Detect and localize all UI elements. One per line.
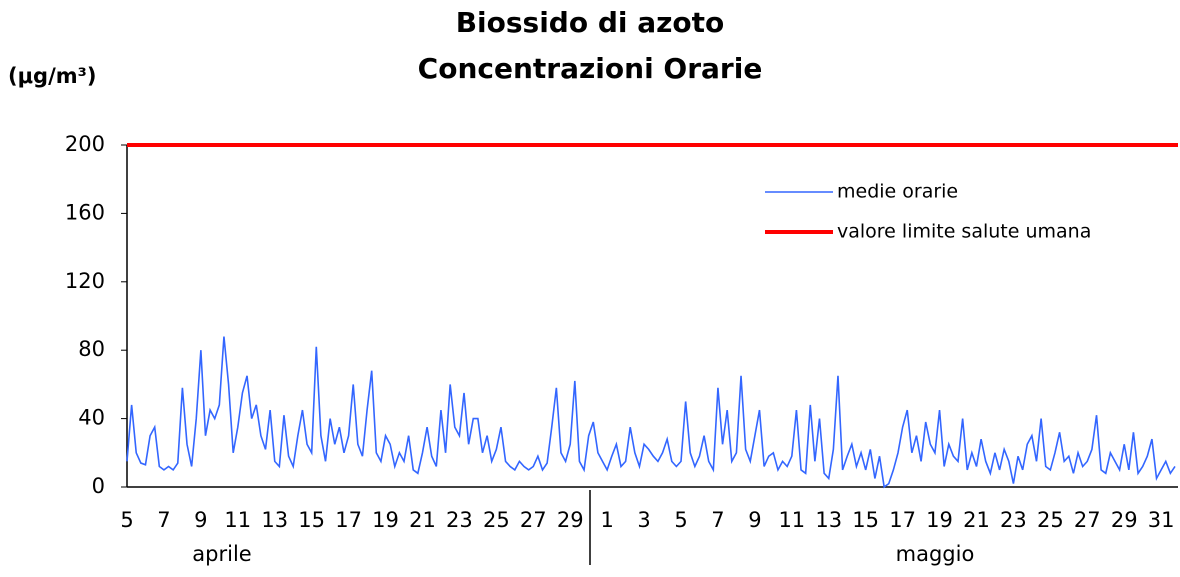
x-tick-label: 13 [815, 508, 842, 532]
month-label: maggio [896, 542, 975, 566]
chart-subtitle: Concentrazioni Orarie [418, 52, 763, 85]
x-tick-label: 15 [852, 508, 879, 532]
x-tick-label: 9 [748, 508, 761, 532]
x-tick-label: 23 [446, 508, 473, 532]
legend-label: valore limite salute umana [837, 221, 1091, 243]
y-axis-label: (μg/m³) [8, 64, 96, 88]
x-tick-label: 11 [224, 508, 251, 532]
x-tick-label: 25 [1037, 508, 1064, 532]
x-tick-label: 21 [963, 508, 990, 532]
x-tick-label: 17 [335, 508, 362, 532]
y-tick-label: 200 [65, 132, 105, 156]
x-tick-label: 29 [557, 508, 584, 532]
x-tick-label: 1 [600, 508, 613, 532]
x-tick-label: 11 [778, 508, 805, 532]
chart-title: Biossido di azoto [456, 6, 725, 39]
legend-label: medie orarie [837, 181, 958, 203]
x-tick-label: 7 [157, 508, 170, 532]
x-tick-label: 19 [926, 508, 953, 532]
x-tick-label: 5 [120, 508, 133, 532]
y-tick-label: 80 [78, 337, 105, 361]
x-tick-label: 5 [674, 508, 687, 532]
x-tick-label: 23 [1000, 508, 1027, 532]
x-tick-label: 7 [711, 508, 724, 532]
y-tick-label: 0 [92, 474, 105, 498]
x-tick-label: 27 [1074, 508, 1101, 532]
x-tick-label: 3 [637, 508, 650, 532]
x-tick-label: 27 [520, 508, 547, 532]
x-tick-label: 9 [194, 508, 207, 532]
data-line [126, 336, 1176, 489]
x-tick-label: 13 [261, 508, 288, 532]
x-tick-label: 19 [372, 508, 399, 532]
x-tick-label: 15 [298, 508, 325, 532]
y-tick-label: 160 [65, 200, 105, 224]
month-label: aprile [192, 542, 251, 566]
x-tick-label: 17 [889, 508, 916, 532]
y-tick-label: 120 [65, 269, 105, 293]
x-tick-label: 25 [483, 508, 510, 532]
x-tick-label: 21 [409, 508, 436, 532]
y-tick-label: 40 [78, 406, 105, 430]
x-tick-label: 29 [1111, 508, 1138, 532]
x-tick-label: 31 [1148, 508, 1175, 532]
